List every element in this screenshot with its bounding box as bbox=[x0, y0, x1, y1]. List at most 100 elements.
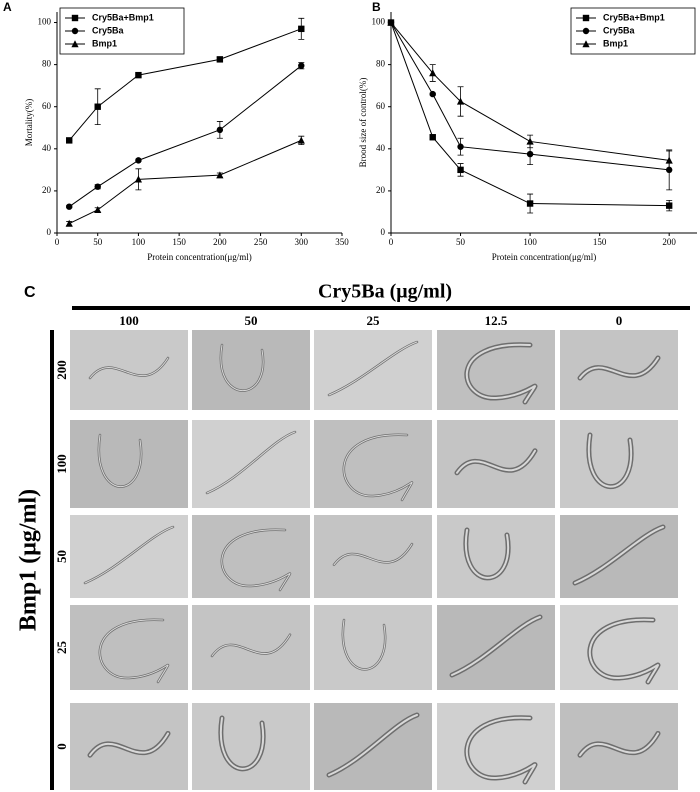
x-axis-label: Protein concentration(μg/ml) bbox=[492, 252, 597, 262]
marker bbox=[66, 137, 73, 144]
micrograph bbox=[70, 420, 188, 508]
marker bbox=[456, 97, 465, 105]
y-axis-label: Mortality(%) bbox=[24, 99, 34, 147]
worm-highlight bbox=[84, 526, 174, 584]
micrograph bbox=[560, 420, 678, 508]
worm-highlight bbox=[220, 344, 264, 392]
marker bbox=[582, 14, 590, 22]
worm-highlight bbox=[206, 431, 296, 494]
y-tick-label: 40 bbox=[42, 143, 52, 153]
legend-label: Bmp1 bbox=[92, 38, 117, 48]
row-label: 0 bbox=[54, 743, 69, 750]
marker bbox=[94, 183, 101, 190]
legend-label: Cry5Ba bbox=[603, 25, 636, 35]
y-tick-label: 20 bbox=[376, 185, 386, 195]
micrograph bbox=[70, 330, 188, 410]
y-tick-label: 60 bbox=[376, 101, 386, 111]
worm-highlight bbox=[89, 357, 169, 379]
x-tick-label: 0 bbox=[389, 237, 394, 247]
x-tick-label: 200 bbox=[662, 237, 676, 247]
worm-highlight bbox=[328, 714, 418, 776]
x-tick-label: 50 bbox=[456, 237, 466, 247]
marker bbox=[429, 69, 437, 77]
marker bbox=[298, 62, 305, 69]
micrograph bbox=[192, 515, 310, 598]
y-tick-label: 100 bbox=[372, 17, 386, 27]
y-tick-label: 60 bbox=[42, 101, 52, 111]
marker bbox=[71, 14, 79, 22]
x-tick-label: 350 bbox=[335, 237, 349, 247]
column-label: 50 bbox=[245, 313, 258, 328]
y-tick-label: 40 bbox=[376, 143, 386, 153]
column-title: Cry5Ba (μg/ml) bbox=[318, 281, 452, 303]
row-label: 50 bbox=[54, 550, 69, 563]
worm-highlight bbox=[221, 529, 291, 591]
marker bbox=[665, 202, 673, 209]
y-tick-label: 20 bbox=[42, 185, 52, 195]
x-tick-label: 300 bbox=[295, 237, 309, 247]
row-label: 100 bbox=[54, 454, 69, 474]
micrograph bbox=[314, 605, 432, 690]
legend-label: Bmp1 bbox=[603, 38, 628, 48]
marker bbox=[582, 27, 590, 35]
marker bbox=[216, 56, 224, 63]
legend-label: Cry5Ba+Bmp1 bbox=[92, 12, 154, 22]
worm-highlight bbox=[219, 717, 265, 770]
worm-highlight bbox=[342, 619, 386, 670]
worm-highlight bbox=[574, 526, 664, 584]
micrograph bbox=[560, 703, 678, 790]
marker bbox=[387, 18, 395, 26]
worm-highlight bbox=[98, 434, 142, 488]
marker bbox=[94, 103, 101, 110]
row-label: 25 bbox=[54, 641, 69, 655]
marker bbox=[297, 136, 305, 144]
worm-highlight bbox=[579, 357, 659, 379]
marker bbox=[71, 27, 79, 35]
panel-label: C bbox=[24, 284, 36, 301]
worm-highlight bbox=[464, 529, 510, 579]
x-tick-label: 150 bbox=[172, 237, 186, 247]
x-tick-label: 250 bbox=[254, 237, 268, 247]
legend-label: Cry5Ba bbox=[92, 25, 125, 35]
x-tick-label: 100 bbox=[132, 237, 146, 247]
marker bbox=[526, 200, 534, 207]
marker bbox=[526, 137, 534, 145]
worm-highlight bbox=[588, 618, 659, 683]
worm-highlight bbox=[579, 732, 659, 757]
y-tick-label: 0 bbox=[381, 227, 386, 237]
worm-highlight bbox=[343, 434, 413, 501]
y-tick-label: 80 bbox=[376, 59, 386, 69]
micrograph bbox=[192, 330, 310, 410]
marker bbox=[429, 134, 436, 141]
column-label: 100 bbox=[119, 313, 139, 328]
worm-highlight bbox=[465, 343, 536, 403]
column-label: 25 bbox=[367, 313, 381, 328]
marker bbox=[94, 206, 102, 214]
marker bbox=[134, 175, 143, 183]
marker bbox=[216, 126, 224, 134]
legend-label: Cry5Ba+Bmp1 bbox=[603, 12, 665, 22]
x-tick-label: 50 bbox=[93, 237, 103, 247]
micrograph bbox=[437, 515, 555, 598]
marker bbox=[66, 203, 73, 210]
y-tick-label: 80 bbox=[42, 59, 52, 69]
x-tick-label: 200 bbox=[213, 237, 227, 247]
worm-highlight bbox=[456, 449, 536, 474]
worm-highlight bbox=[333, 543, 413, 566]
y-tick-label: 100 bbox=[38, 17, 52, 27]
worm-highlight bbox=[211, 634, 291, 657]
marker bbox=[298, 25, 305, 33]
worm-highlight bbox=[587, 434, 633, 488]
row-title: Bmp1 (μg/ml) bbox=[16, 489, 42, 631]
micrograph bbox=[192, 703, 310, 790]
worm-highlight bbox=[451, 616, 541, 676]
micrograph bbox=[560, 330, 678, 410]
x-tick-label: 100 bbox=[523, 237, 537, 247]
marker bbox=[216, 171, 224, 179]
panel-label: A bbox=[3, 0, 12, 14]
x-tick-label: 150 bbox=[593, 237, 607, 247]
marker bbox=[526, 150, 534, 158]
y-tick-label: 0 bbox=[47, 227, 52, 237]
marker bbox=[135, 71, 142, 79]
